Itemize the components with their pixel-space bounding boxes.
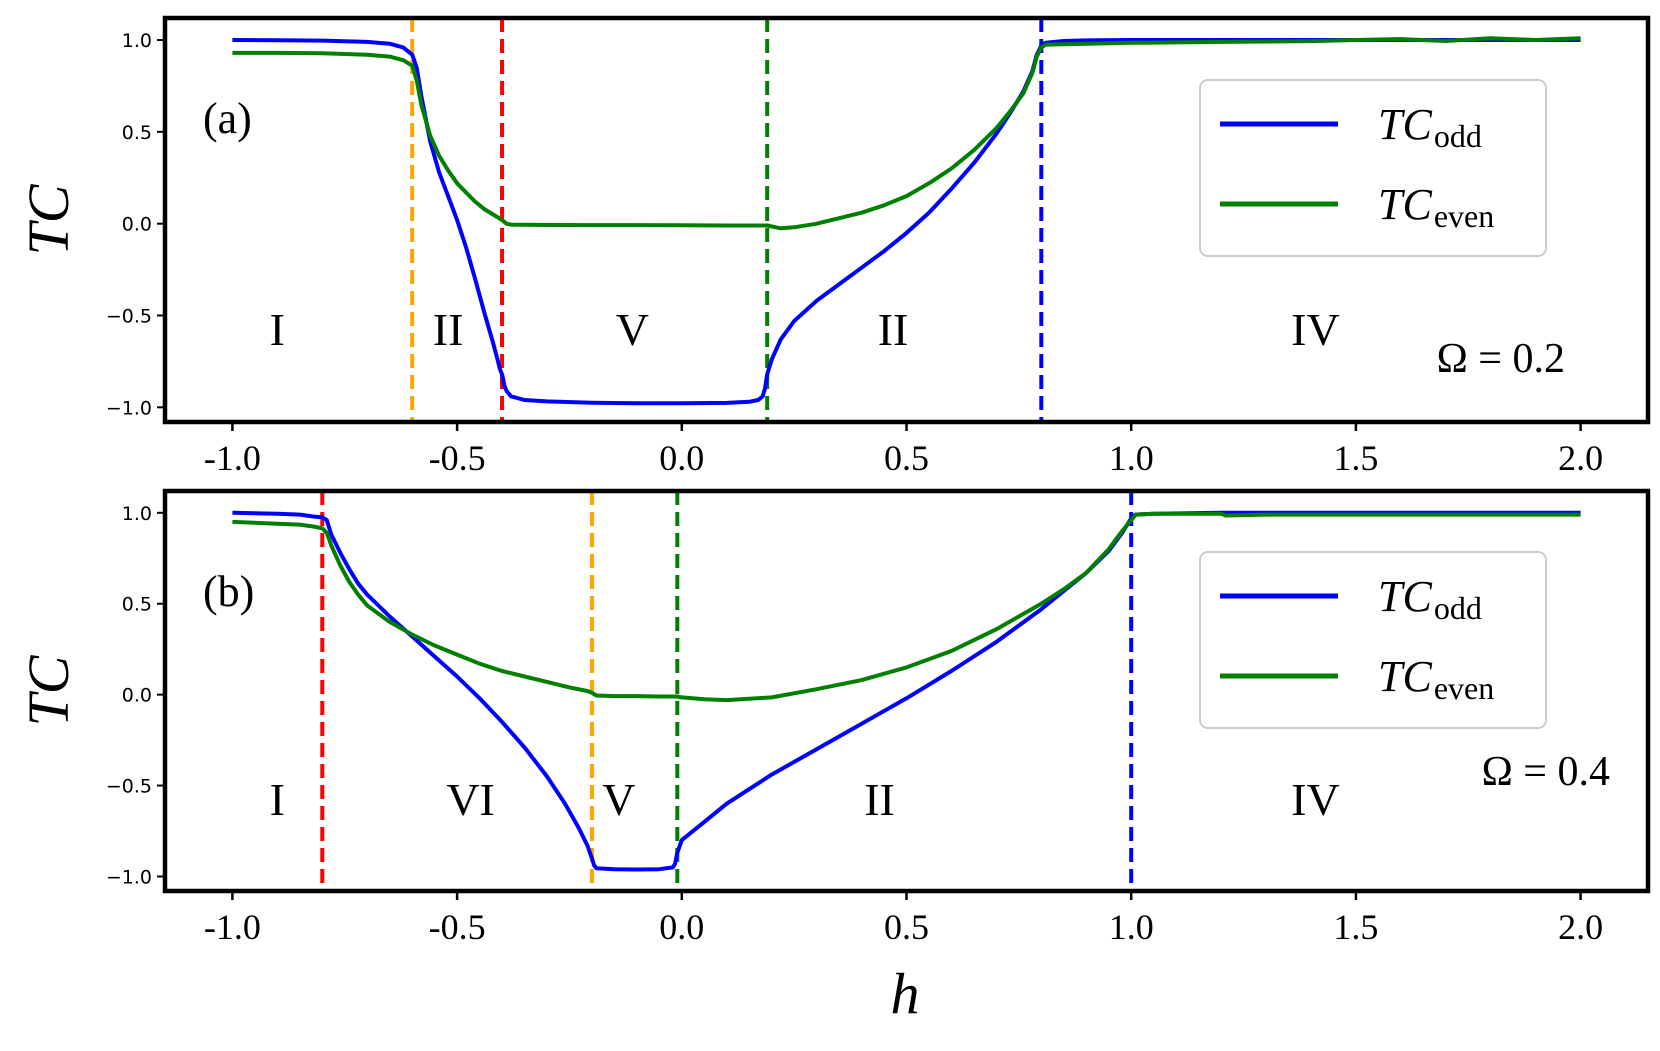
series-line-tc-even: [232, 36, 1581, 231]
y-tick-label: 0.5: [122, 594, 152, 616]
series-group: [232, 510, 1581, 872]
omega-annotation: Ω = 0.2: [1437, 336, 1565, 382]
x-tick-label: 0.5: [884, 907, 929, 947]
region-label: II: [864, 774, 895, 825]
y-tick-label: 0.0: [122, 685, 152, 707]
y-tick-label: −1.0: [106, 866, 152, 888]
x-tick-label: 2.0: [1558, 907, 1603, 947]
region-label: V: [616, 304, 649, 355]
panel-b: 1.0 0.5 0.0 −0.5 −1.0 -1.0 -0.5 0.0 0.5 1.0 1.5 2.0…: [16, 488, 1651, 947]
y-tick-label: 0.5: [122, 122, 152, 144]
region-label: I: [270, 304, 285, 355]
y-axis-label: TC: [16, 654, 81, 726]
x-tick-label: -1.0: [204, 438, 261, 478]
x-tick-label: -0.5: [429, 907, 486, 947]
y-tick-label: 1.0: [122, 30, 152, 52]
x-tick-label: 0.5: [884, 438, 929, 478]
x-tick-label: 2.0: [1558, 438, 1603, 478]
x-tick-label: 1.5: [1333, 907, 1378, 947]
series-group: [232, 36, 1581, 406]
x-tick-label: 1.0: [1109, 438, 1154, 478]
panel-label: (b): [203, 567, 254, 616]
region-label: V: [602, 774, 635, 825]
region-label: IV: [1291, 304, 1340, 355]
legend-entry-label: TCodd: [1378, 572, 1482, 626]
y-tick-label: −1.0: [106, 397, 152, 419]
y-tick-label: −0.5: [106, 776, 152, 798]
series-line-tc-even: [232, 511, 1581, 703]
x-tick-label: 0.0: [659, 438, 704, 478]
x-tick-label: 1.5: [1333, 438, 1378, 478]
x-axis-label: h: [891, 961, 920, 1026]
region-label: VI: [446, 774, 495, 825]
region-label: II: [878, 304, 909, 355]
legend-entry-label: TCodd: [1378, 100, 1482, 154]
x-tick-label: 0.0: [659, 907, 704, 947]
x-tick-label: 1.0: [1109, 907, 1154, 947]
panels: 1.0 0.5 0.0 −0.5 −1.0 -1.0 -0.5 0.0 0.5 1.0 1.5 2.0…: [16, 15, 1651, 947]
panel-a: 1.0 0.5 0.0 −0.5 −1.0 -1.0 -0.5 0.0 0.5 1.0 1.5 2.0…: [16, 15, 1651, 478]
region-label: I: [270, 774, 285, 825]
y-axis-label: TC: [16, 183, 81, 255]
panel-label: (a): [203, 94, 252, 143]
omega-annotation: Ω = 0.4: [1482, 749, 1610, 795]
x-tick-label: -1.0: [204, 907, 261, 947]
region-label: IV: [1291, 774, 1340, 825]
y-tick-label: −0.5: [106, 305, 152, 327]
y-tick-label: 1.0: [122, 503, 152, 525]
x-tick-label: -0.5: [429, 438, 486, 478]
y-tick-label: 0.0: [122, 214, 152, 236]
region-label: II: [433, 304, 464, 355]
